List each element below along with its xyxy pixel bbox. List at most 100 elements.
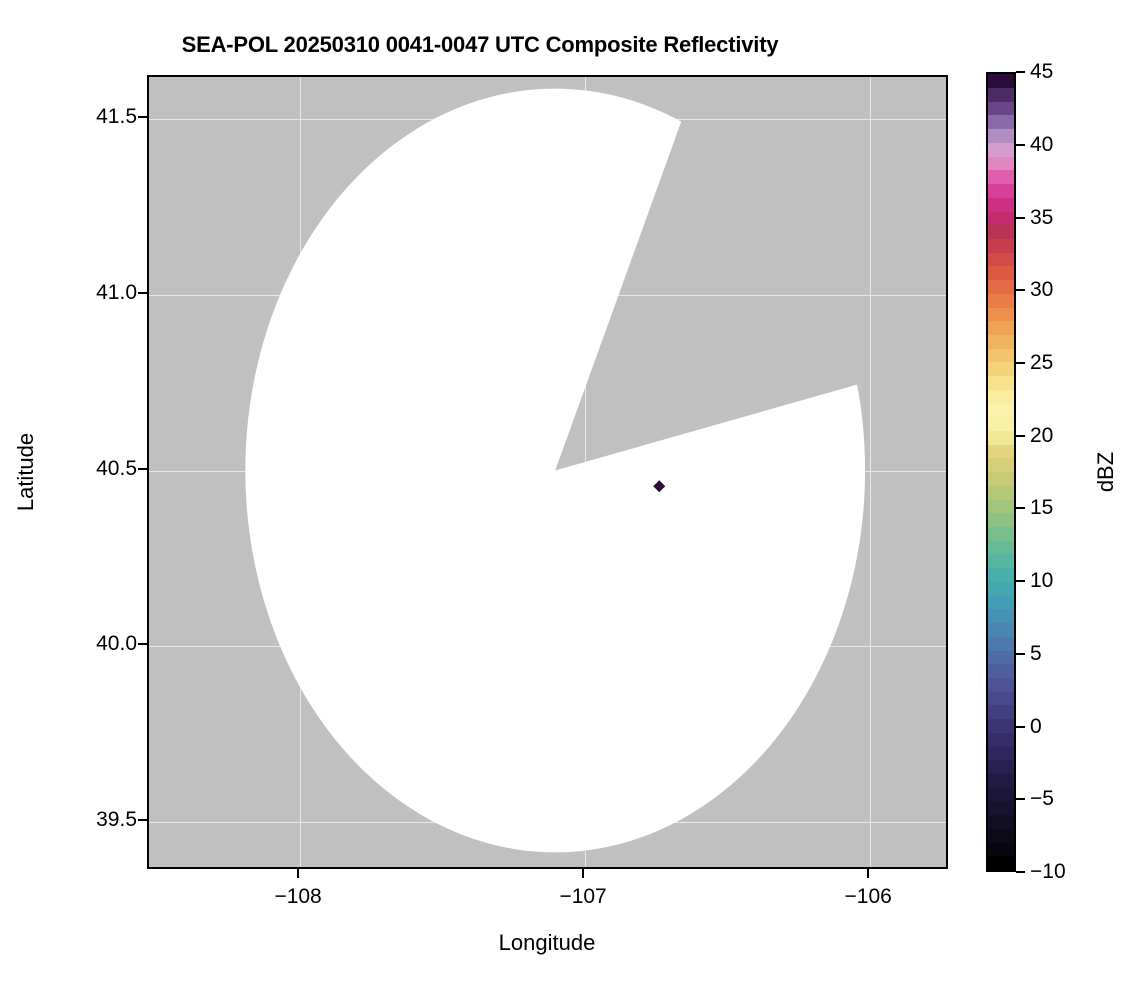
colorbar-tick-mark	[1016, 143, 1025, 146]
x-axis-label: Longitude	[498, 930, 596, 955]
colorbar-band	[988, 746, 1014, 761]
colorbar-band	[988, 184, 1014, 198]
colorbar-tick-mark	[1016, 434, 1025, 437]
colorbar-band	[988, 705, 1014, 720]
colorbar-tick-mark	[1016, 507, 1025, 510]
colorbar-tick-mark	[1016, 725, 1025, 728]
colorbar-band	[988, 321, 1014, 335]
colorbar-tick-label: 40	[1030, 132, 1054, 156]
colorbar-tick-mark	[1016, 289, 1025, 292]
colorbar-band	[988, 568, 1014, 582]
colorbar-tick-mark	[1016, 71, 1025, 73]
x-tick-label: −107	[559, 885, 607, 908]
colorbar-band	[988, 856, 1014, 870]
colorbar-tick-label: 35	[1030, 205, 1054, 229]
x-tick-label: −108	[274, 885, 322, 908]
colorbar-band	[988, 293, 1014, 308]
colorbar-band	[988, 101, 1014, 116]
y-tick-label: 40.0	[96, 632, 137, 656]
colorbar-band	[988, 760, 1014, 774]
colorbar-tick-label: 20	[1030, 423, 1054, 447]
colorbar-band	[988, 362, 1014, 377]
colorbar-band	[988, 238, 1014, 253]
colorbar-band	[988, 540, 1014, 555]
colorbar-band	[988, 485, 1014, 500]
colorbar-band	[988, 417, 1014, 431]
y-tick-label: 40.5	[96, 456, 137, 480]
x-tick-label: −106	[844, 885, 892, 908]
colorbar-band	[988, 828, 1014, 843]
colorbar-tick-label: 25	[1030, 350, 1054, 374]
y-tick-mark	[138, 116, 147, 119]
colorbar-band	[988, 595, 1014, 610]
plot-panel	[147, 75, 948, 869]
radar-coverage-layer	[245, 88, 866, 853]
colorbar-band	[988, 266, 1014, 281]
y-tick-label: 41.0	[96, 280, 137, 304]
colorbar-tick-mark	[1016, 798, 1025, 801]
colorbar-band	[988, 842, 1014, 857]
colorbar-band	[988, 115, 1014, 130]
colorbar-band	[988, 815, 1014, 829]
colorbar-tick-label: 15	[1030, 496, 1054, 520]
colorbar-tick-mark	[1016, 652, 1025, 655]
page-title: SEA-POL 20250310 0041-0047 UTC Composite…	[181, 32, 779, 57]
colorbar-band	[988, 677, 1014, 692]
colorbar-band	[988, 664, 1014, 678]
colorbar-band	[988, 513, 1014, 528]
colorbar-band	[988, 581, 1014, 596]
colorbar-tick-mark	[1016, 871, 1025, 873]
colorbar-band	[988, 458, 1014, 473]
colorbar-band	[988, 472, 1014, 486]
colorbar-band	[988, 225, 1014, 239]
colorbar-band	[988, 74, 1014, 89]
colorbar-tick-label: 10	[1030, 569, 1054, 593]
colorbar-band	[988, 636, 1014, 651]
colorbar-band	[988, 334, 1014, 349]
colorbar-band	[988, 444, 1014, 459]
colorbar-band	[988, 376, 1014, 390]
colorbar	[986, 72, 1016, 872]
colorbar-band	[988, 719, 1014, 733]
colorbar-band	[988, 280, 1014, 294]
panel-clip	[149, 77, 946, 867]
colorbar-band	[988, 389, 1014, 404]
colorbar-band	[988, 88, 1014, 102]
colorbar-band	[988, 732, 1014, 747]
colorbar-band	[988, 650, 1014, 665]
colorbar-tick-label: 5	[1030, 641, 1042, 665]
y-tick-mark	[138, 467, 147, 470]
reflectivity-data-point	[653, 480, 666, 493]
colorbar-tick-mark	[1016, 580, 1025, 583]
radar-coverage-sector	[245, 88, 866, 853]
colorbar-band	[988, 252, 1014, 267]
colorbar-band	[988, 499, 1014, 514]
y-tick-mark	[138, 643, 147, 646]
colorbar-tick-label: 45	[1030, 60, 1054, 83]
colorbar-band	[988, 142, 1014, 157]
colorbar-band	[988, 403, 1014, 418]
y-tick-mark	[138, 291, 147, 294]
x-tick-mark	[867, 869, 870, 878]
x-tick-mark	[297, 869, 300, 878]
colorbar-band	[988, 156, 1014, 171]
colorbar-band	[988, 801, 1014, 816]
y-axis-label: Latitude	[13, 432, 38, 512]
colorbar-tick-mark	[1016, 361, 1025, 364]
colorbar-band	[988, 170, 1014, 185]
colorbar-wrapper: −10 −5 0 5 10 15 20 25 30 35 40 45	[986, 60, 1066, 883]
colorbar-band	[988, 211, 1014, 226]
colorbar-label: dBZ	[1093, 451, 1118, 493]
x-tick-mark	[582, 869, 585, 878]
colorbar-tick-label: −5	[1030, 787, 1054, 811]
y-tick-label: 41.5	[96, 105, 137, 129]
y-tick-label: 39.5	[96, 807, 137, 831]
colorbar-tick-mark	[1016, 216, 1025, 219]
colorbar-tick-label: 0	[1030, 714, 1042, 738]
colorbar-band	[988, 307, 1014, 322]
colorbar-band	[988, 691, 1014, 706]
plot-panel-wrapper: 39.5 40.0 40.5 41.0 41.5 −108 −107 −106	[96, 75, 948, 908]
y-tick-mark	[138, 818, 147, 821]
colorbar-band	[988, 773, 1014, 788]
